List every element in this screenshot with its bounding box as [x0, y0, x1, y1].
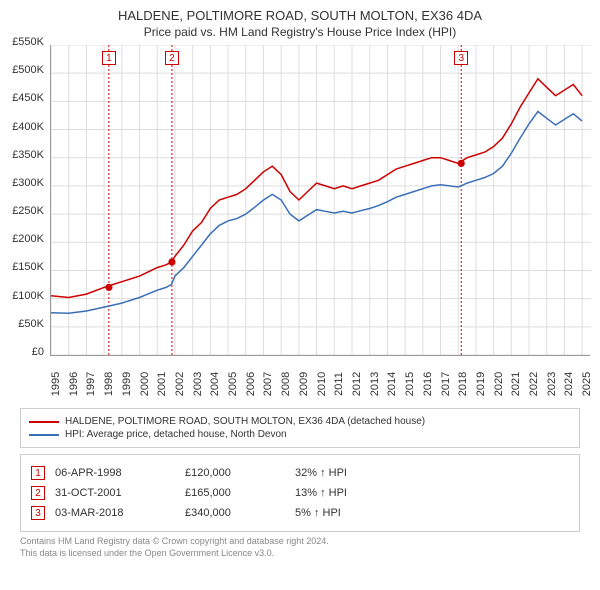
x-tick-label: 2007	[262, 372, 274, 396]
events-table: 1 06-APR-1998 £120,000 32% ↑ HPI 2 31-OCT-200…	[20, 454, 580, 532]
x-tick-label: 2000	[139, 372, 151, 396]
y-tick-label: £450K	[12, 92, 44, 104]
y-tick-label: £500K	[12, 64, 44, 76]
x-tick-label: 2022	[528, 372, 540, 396]
event-row: 1 06-APR-1998 £120,000 32% ↑ HPI	[31, 463, 569, 483]
y-tick-label: £100K	[12, 290, 44, 302]
x-tick-label: 2011	[333, 372, 345, 396]
x-tick-label: 2003	[192, 372, 204, 396]
x-tick-label: 2013	[369, 372, 381, 396]
legend-item: HALDENE, POLTIMORE ROAD, SOUTH MOLTON, E…	[29, 415, 571, 428]
event-row: 2 31-OCT-2001 £165,000 13% ↑ HPI	[31, 483, 569, 503]
event-hpi: 13% ↑ HPI	[295, 487, 347, 499]
legend: HALDENE, POLTIMORE ROAD, SOUTH MOLTON, E…	[20, 408, 580, 448]
x-tick-label: 2016	[422, 372, 434, 396]
event-marker-3: 3	[454, 51, 468, 65]
x-tick-label: 2015	[404, 372, 416, 396]
x-tick-label: 2020	[493, 372, 505, 396]
x-tick-label: 1998	[103, 372, 115, 396]
event-marker-2: 2	[165, 51, 179, 65]
footer-attribution: Contains HM Land Registry data © Crown c…	[20, 536, 580, 559]
event-price: £340,000	[185, 507, 285, 519]
event-date: 31-OCT-2001	[55, 487, 175, 499]
x-axis: 1995 1996 1997 1998 1999 2000 2001 2002 2003 2004…	[50, 354, 590, 394]
x-tick-label: 2017	[440, 372, 452, 396]
event-price: £165,000	[185, 487, 285, 499]
x-tick-label: 2019	[475, 372, 487, 396]
chart-title: HALDENE, POLTIMORE ROAD, SOUTH MOLTON, E…	[0, 0, 600, 23]
footer-line-1: Contains HM Land Registry data © Crown c…	[20, 536, 580, 548]
x-tick-label: 2002	[174, 372, 186, 396]
chart-subtitle: Price paid vs. HM Land Registry's House …	[0, 23, 600, 45]
event-row: 3 03-MAR-2018 £340,000 5% ↑ HPI	[31, 503, 569, 523]
legend-swatch	[29, 434, 59, 436]
y-tick-label: £300K	[12, 177, 44, 189]
x-tick-label: 1995	[50, 372, 62, 396]
x-tick-label: 2008	[280, 372, 292, 396]
x-tick-label: 2006	[245, 372, 257, 396]
y-tick-label: £550K	[12, 36, 44, 48]
chart-container: { "title": "HALDENE, POLTIMORE ROAD, SOU…	[0, 0, 600, 590]
legend-item: HPI: Average price, detached house, Nort…	[29, 428, 571, 441]
footer-line-2: This data is licensed under the Open Gov…	[20, 548, 580, 560]
x-tick-label: 1996	[68, 372, 80, 396]
event-marker-1: 1	[102, 51, 116, 65]
y-tick-label: £50K	[18, 318, 44, 330]
x-tick-label: 1997	[85, 372, 97, 396]
y-tick-label: £0	[32, 346, 44, 358]
legend-label: HPI: Average price, detached house, Nort…	[65, 429, 287, 440]
x-tick-label: 2014	[386, 372, 398, 396]
x-tick-label: 2021	[510, 372, 522, 396]
legend-swatch	[29, 421, 59, 423]
event-hpi: 5% ↑ HPI	[295, 507, 341, 519]
x-tick-label: 2009	[298, 372, 310, 396]
plot-svg	[51, 45, 591, 355]
event-marker-box: 3	[31, 506, 45, 520]
x-tick-label: 2001	[156, 372, 168, 396]
event-date: 03-MAR-2018	[55, 507, 175, 519]
event-marker-box: 1	[31, 466, 45, 480]
y-axis: £0£50K£100K£150K£200K£250K£300K£350K£400…	[0, 42, 48, 352]
x-tick-label: 2004	[209, 372, 221, 396]
y-tick-label: £150K	[12, 261, 44, 273]
x-tick-label: 2005	[227, 372, 239, 396]
x-tick-label: 2010	[316, 372, 328, 396]
event-marker-box: 2	[31, 486, 45, 500]
legend-label: HALDENE, POLTIMORE ROAD, SOUTH MOLTON, E…	[65, 416, 425, 427]
y-tick-label: £200K	[12, 233, 44, 245]
plot-area: 1 2 3	[50, 45, 590, 356]
x-tick-label: 2024	[563, 372, 575, 396]
x-tick-label: 2018	[457, 372, 469, 396]
y-tick-label: £250K	[12, 205, 44, 217]
event-price: £120,000	[185, 467, 285, 479]
x-tick-label: 2012	[351, 372, 363, 396]
event-hpi: 32% ↑ HPI	[295, 467, 347, 479]
y-tick-label: £400K	[12, 121, 44, 133]
y-tick-label: £350K	[12, 149, 44, 161]
x-tick-label: 2025	[581, 372, 593, 396]
event-date: 06-APR-1998	[55, 467, 175, 479]
x-tick-label: 1999	[121, 372, 133, 396]
x-tick-label: 2023	[546, 372, 558, 396]
